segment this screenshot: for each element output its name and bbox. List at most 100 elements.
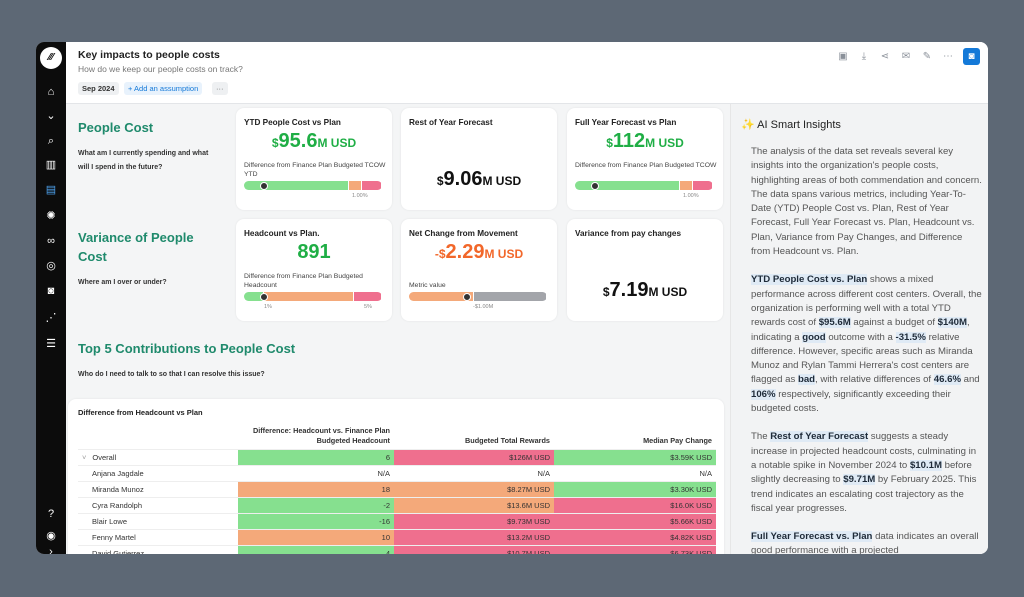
table-cell: $4.82K USD [554,530,716,546]
bar-tick: -$1.00M [473,304,494,310]
kpi-card[interactable]: YTD People Cost vs Plan $95.6M USD Differ… [236,108,392,210]
kpi-value: -$2.29M USD [434,241,524,263]
section-question: Where am I over or under? [78,279,167,286]
table-row[interactable]: Fenny Martel 10 $13.2M USD $4.82K USD [78,529,716,546]
row-name: Blair Lowe [92,514,127,530]
table-cell: 10 [238,530,394,546]
row-label: Anjana Jagdale [92,469,144,478]
book-icon[interactable]: ▥ [45,159,57,171]
logo-icon[interactable]: ⁄⁄⁄ [40,47,62,69]
row-label: Overall [92,453,117,462]
insight-highlight: bad [797,374,816,386]
insight-highlight: Full Year Forecast vs. Plan [751,531,873,543]
column-header[interactable]: Difference: Headcount vs. Finance Plan B… [252,426,390,445]
insight-highlight: 106% [751,388,776,400]
lightbulb-icon[interactable]: ✺ [46,210,56,222]
home-icon[interactable]: ⌂ [47,86,55,98]
table-cell: N/A [554,466,716,482]
insight-text: by February 2025. This trend indicates a… [751,474,977,514]
kpi-progress-bar [244,181,382,190]
download-icon[interactable]: ⤓ [861,51,867,62]
table-cell: $6.73K USD [554,546,716,554]
row-label: Cyra Randolph [92,501,143,510]
insight-text: The [751,431,771,443]
table-row[interactable]: Miranda Munoz 18 $8.27M USD $3.30K USD [78,481,716,498]
table-row[interactable]: Cyra Randolph -2 $13.6M USD $16.0K USD [78,497,716,514]
insight-highlight: $9.71M [843,474,876,486]
kpi-card[interactable]: Rest of Year Forecast $9.06M USD [401,108,557,210]
table-title: Difference from Headcount vs Plan [78,408,203,417]
ai-insights-panel: ✨ AI Smart Insights The analysis of the … [730,104,988,554]
insight-text: and [960,374,980,386]
section-title-top5: Top 5 Contributions to People Cost [78,341,296,356]
insight-highlight: good [802,331,826,343]
insight-text: data indicates an overall good performan… [751,531,979,554]
row-name: Cyra Randolph [92,498,142,514]
table-row[interactable]: ˅ Overall 6 $126M USD $3.59K USD [78,449,716,466]
column-header[interactable]: Median Pay Change [643,436,712,445]
chevron-down-icon[interactable]: ⌄ [46,110,56,122]
help-icon[interactable]: ? [47,508,55,520]
search-icon[interactable]: ⌕ [47,135,55,147]
kpi-card[interactable]: Full Year Forecast vs Plan $112M USD Diff… [567,108,723,210]
table-row[interactable]: Blair Lowe -16 $9.73M USD $5.66K USD [78,513,716,530]
toolbar: ▣ ⤓ ⋖ ✉ ✎ ⋯ ◙ [837,48,980,65]
kpi-value: $112M USD [606,130,684,152]
row-name: Fenny Martel [92,530,136,546]
share-icon[interactable]: ⋖ [880,51,890,62]
binoculars-icon[interactable]: ∞ [47,235,55,247]
table-row[interactable]: David Gutierrez 4 $10.7M USD $6.73K USD [78,545,716,554]
section-title-variance: Variance of People Cost [78,230,194,264]
more-icon[interactable]: ⋯ [943,51,953,62]
insights-title: AI Smart Insights [757,119,841,131]
user-icon[interactable]: ◉ [46,530,56,542]
page-title: Key impacts to people costs [78,49,220,61]
chevron-icon[interactable]: › [49,546,53,554]
section-title-people-cost: People Cost [78,120,154,135]
kpi-title: YTD People Cost vs Plan [244,118,341,127]
more-options-button[interactable]: ··· [212,82,228,95]
table-cell: $13.2M USD [394,530,554,546]
camera-button-icon[interactable]: ◙ [963,48,980,65]
page-header: Key impacts to people costs How do we ke… [66,42,988,104]
database-icon[interactable]: ☰ [46,338,56,350]
kpi-bar-label: Difference from Finance Plan Budgeted TC… [575,162,717,169]
row-label: David Gutierrez [92,549,145,554]
insight-highlight: $140M [937,317,968,329]
table-cell: $8.27M USD [394,482,554,498]
kpi-card[interactable]: Headcount vs Plan. 891 Difference from Fi… [236,219,392,321]
edit-icon[interactable]: ✎ [922,51,932,62]
page-subtitle: How do we keep our people costs on track… [78,64,243,74]
add-assumption-button[interactable]: + Add an assumption [124,82,203,95]
date-chip[interactable]: Sep 2024 [78,82,119,95]
table-cell: $5.66K USD [554,514,716,530]
table-row[interactable]: Anjana Jagdale N/A N/A N/A [78,465,716,482]
kpi-value: $9.06M USD [436,168,522,190]
kpi-card[interactable]: Variance from pay changes $7.19M USD [567,219,723,321]
insight-highlight: -31.5% [895,331,926,343]
insight-text: respectively, significantly exceeding th… [751,388,951,415]
kpi-progress-bar [244,292,382,301]
camera-icon[interactable]: ◙ [47,285,55,297]
network-icon[interactable]: ⋰ [45,312,57,324]
row-label: Fenny Martel [92,533,136,542]
insight-text: shows a mixed performance across differe… [751,274,982,329]
circles-icon[interactable]: ◎ [46,260,56,272]
mail-icon[interactable]: ✉ [901,51,911,62]
column-header[interactable]: Budgeted Total Rewards [464,436,550,445]
row-label: Miranda Munoz [92,485,144,494]
headcount-table-card: Difference from Headcount vs Plan Differ… [68,399,724,554]
insight-highlight: 46.6% [933,374,961,386]
insight-text: The analysis of the data set reveals sev… [751,146,982,258]
insight-text: , with relative differences of [815,374,934,386]
kpi-card[interactable]: Net Change from Movement -$2.29M USD Metr… [401,219,557,321]
table-cell: 6 [238,450,394,466]
kpi-title: Variance from pay changes [575,229,682,238]
insight-paragraph: YTD People Cost vs. Plan shows a mixed p… [751,273,983,416]
document-icon[interactable]: ▤ [45,184,57,196]
kpi-value: $95.6M USD [271,130,357,152]
table-cell: 4 [238,546,394,554]
expand-chevron-icon[interactable]: ˅ [82,453,87,462]
comment-icon[interactable]: ▣ [838,51,848,62]
section-question: Who do I need to talk to so that I can r… [78,371,265,378]
